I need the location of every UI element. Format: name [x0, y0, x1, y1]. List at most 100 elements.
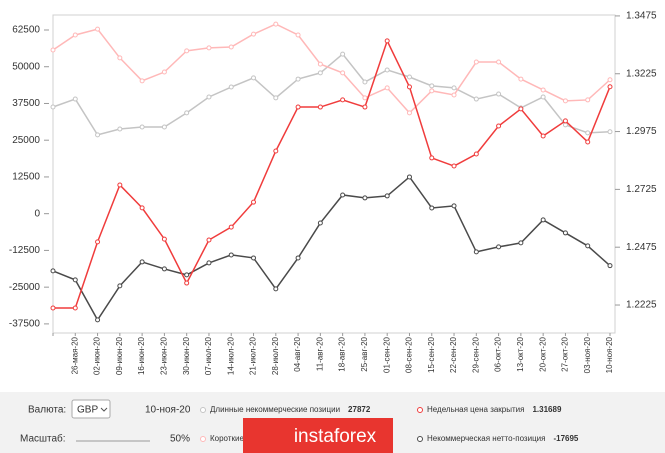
point	[161, 266, 167, 272]
x-tick-label: 30-июн-20	[182, 336, 191, 375]
x-tick-label: 04-авг-20	[293, 336, 302, 371]
point	[117, 126, 123, 132]
point	[50, 305, 56, 311]
point	[184, 48, 190, 54]
point	[295, 104, 301, 110]
y-tick-label: -25000	[9, 282, 41, 293]
point	[473, 59, 479, 65]
point	[540, 217, 546, 223]
point	[273, 95, 279, 101]
point	[585, 243, 591, 249]
watermark: instaforex	[294, 426, 377, 447]
currency-select[interactable]	[71, 399, 111, 419]
point	[251, 31, 257, 37]
x-tick-label: 13-окт-20	[516, 336, 525, 371]
point	[607, 129, 613, 135]
legend-label: Длинные некоммерческие позиции	[210, 405, 340, 414]
point	[562, 230, 568, 236]
x-tick-label: 25-авг-20	[360, 336, 369, 371]
point	[228, 44, 234, 50]
legend-marker	[417, 407, 423, 413]
x-tick-label: 26-мая-20	[70, 336, 79, 374]
point	[607, 77, 613, 83]
dropdown-arrow	[100, 407, 108, 412]
series-line	[52, 53, 611, 136]
point	[562, 122, 568, 128]
y2-tick-label: 1.2225	[626, 300, 657, 311]
point	[362, 104, 368, 110]
y-tick-label: 50000	[12, 61, 40, 72]
point	[117, 283, 123, 289]
point	[451, 85, 457, 91]
point	[161, 69, 167, 75]
point	[295, 255, 301, 261]
y2-tick-label: 1.3225	[626, 68, 657, 79]
x-tick-label: 16-июн-20	[137, 336, 146, 375]
x-tick-label: 14-июл-20	[226, 336, 235, 375]
currency-value: GBP	[77, 405, 98, 416]
point	[228, 252, 234, 258]
point	[72, 32, 78, 38]
point	[251, 75, 257, 81]
point	[95, 239, 101, 245]
point	[340, 192, 346, 198]
point	[317, 104, 323, 110]
point	[585, 97, 591, 103]
point	[273, 148, 279, 154]
point	[429, 83, 435, 89]
point	[251, 255, 257, 261]
y2-tick-label: 1.2725	[626, 184, 657, 195]
point	[184, 110, 190, 116]
point	[451, 163, 457, 169]
point	[117, 182, 123, 188]
point	[384, 85, 390, 91]
x-tick-label: 22-сен-20	[449, 336, 458, 373]
point	[139, 124, 145, 130]
legend-marker	[417, 436, 423, 442]
point	[518, 76, 524, 82]
point	[384, 193, 390, 199]
point	[161, 124, 167, 130]
point	[585, 130, 591, 136]
currency-label: Валюта:	[28, 405, 66, 416]
x-tick-label: 23-июн-20	[160, 336, 169, 375]
point	[429, 88, 435, 94]
x-tick-label: 20-окт-20	[538, 336, 547, 371]
point	[585, 139, 591, 145]
point	[607, 263, 613, 269]
point	[406, 110, 412, 116]
x-tick-label: 10-ноя-20	[605, 336, 614, 373]
point	[540, 94, 546, 100]
point	[95, 317, 101, 323]
point	[473, 249, 479, 255]
point	[50, 47, 56, 53]
point	[317, 70, 323, 76]
point	[95, 26, 101, 32]
point	[340, 51, 346, 57]
x-tick-label: 11-авг-20	[315, 336, 324, 371]
y-tick-label: 37500	[12, 98, 40, 109]
series-line	[52, 23, 611, 114]
x-tick-label: 09-июн-20	[115, 336, 124, 375]
x-tick-label: 28-июл-20	[271, 336, 280, 375]
point	[362, 195, 368, 201]
point	[406, 174, 412, 180]
series-line	[53, 38, 611, 309]
point	[50, 268, 56, 274]
point	[429, 155, 435, 161]
point	[406, 84, 412, 90]
point	[117, 55, 123, 61]
legend-value: 27872	[348, 405, 371, 414]
legend-value: -17695	[553, 434, 578, 443]
point	[228, 224, 234, 230]
point	[161, 236, 167, 242]
point	[95, 132, 101, 138]
x-tick-label: 08-сен-20	[405, 336, 414, 373]
point	[518, 106, 524, 112]
y-tick-label: 62500	[12, 25, 40, 36]
legend-label: Некоммерческая нетто-позиция	[427, 434, 545, 443]
point	[184, 280, 190, 286]
point	[496, 244, 502, 250]
point	[496, 59, 502, 65]
